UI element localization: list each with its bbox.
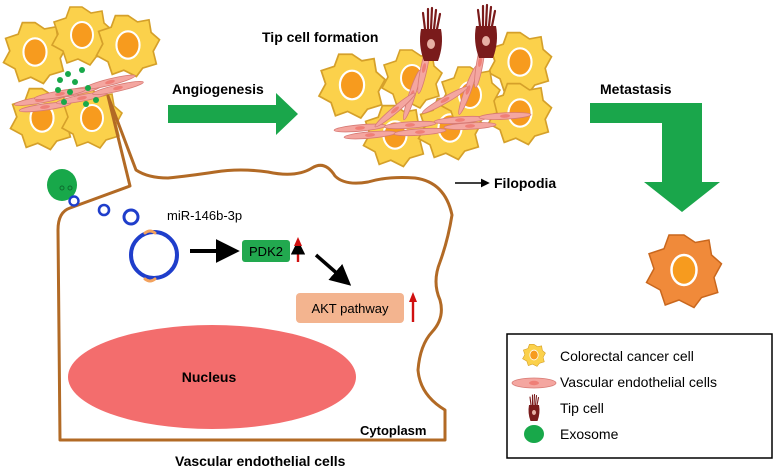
mirna-icon [143,277,157,283]
cancer-cell-cluster-left [2,6,161,151]
vesicle-icon [68,195,80,207]
filopodia-label: Filopodia [494,175,556,191]
mirna-label: miR-146b-3p [167,208,242,223]
tip-cell-formation-label: Tip cell formation [262,29,378,45]
tip-cell-icon [527,393,541,422]
vesicle-icon [122,208,140,226]
vesicle-icon [97,203,111,217]
metastasis-arrow [590,103,720,212]
cell-caption: Vascular endothelial cells [175,453,346,469]
angiogenesis-label: Angiogenesis [172,81,264,97]
metastatic-cancer-cell [645,234,723,309]
angiogenesis-arrow [168,93,298,135]
tip-cell [473,3,499,60]
legend-label-colorectal-cancer-cell: Colorectal cancer cell [560,348,694,364]
metastasis-label: Metastasis [600,81,672,97]
akt-pathway-label: AKT pathway [311,301,389,316]
exosome-icon [47,169,77,201]
endothelial-cell-membrane [56,94,454,442]
legend-label-vascular-endothelial-cells: Vascular endothelial cells [560,374,717,390]
cytoplasm-label: Cytoplasm [360,423,426,438]
legend-label-tip-cell: Tip cell [560,400,604,416]
tip-cell [418,6,444,63]
legend: Colorectal cancer cell Vascular endothel… [506,333,773,459]
vascular-endothelial-cell-icon [511,377,557,389]
endosome-icon [129,230,179,280]
pdk2-box [242,240,290,262]
legend-label-exosome: Exosome [560,426,619,442]
mirna-icon [143,229,157,235]
arrow-to-akt [314,253,352,286]
nucleus-label: Nucleus [182,369,237,385]
colorectal-cancer-cell [317,53,387,120]
legend-box [506,333,773,459]
akt-pathway-box [296,293,404,323]
exosome-icon [524,425,544,443]
nucleus [68,325,356,429]
pdk2-label: PDK2 [249,244,283,259]
exosome-entry [47,169,179,283]
exosome-dots [55,67,99,107]
